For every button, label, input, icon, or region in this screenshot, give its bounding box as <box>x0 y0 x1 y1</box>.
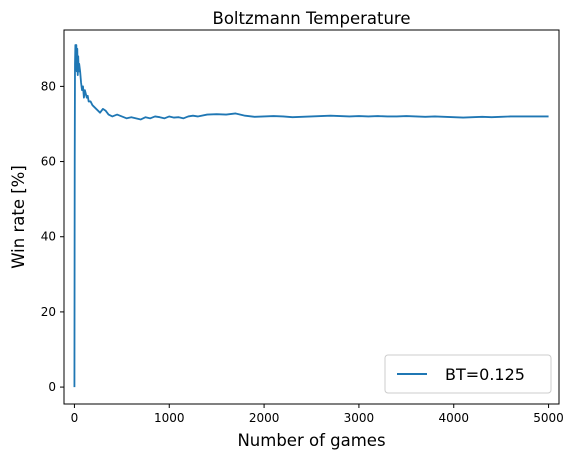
legend: BT=0.125 <box>384 354 552 394</box>
y-tick-label: 60 <box>41 155 56 169</box>
legend-label-bt-0-125: BT=0.125 <box>445 365 525 384</box>
series-layer <box>73 44 549 388</box>
y-tick-label: 40 <box>41 230 56 244</box>
chart-title: Boltzmann Temperature <box>213 9 411 28</box>
x-tick-label: 1000 <box>154 411 185 425</box>
x-axis-label: Number of games <box>237 431 385 450</box>
series-line-0 <box>73 44 549 388</box>
y-tick-label: 80 <box>41 79 56 93</box>
plot-frame <box>63 29 560 405</box>
x-tick-label: 3000 <box>344 411 375 425</box>
x-tick-label: 4000 <box>438 411 469 425</box>
x-tick-label: 0 <box>71 411 79 425</box>
x-axis-ticks: 0 1000 2000 3000 4000 5000 <box>71 404 564 425</box>
y-axis-ticks: 0 20 40 60 80 <box>41 79 64 394</box>
legend-box <box>384 354 552 394</box>
x-tick-label: 5000 <box>533 411 564 425</box>
y-tick-label: 0 <box>48 380 56 394</box>
y-tick-label: 20 <box>41 305 56 319</box>
plot-area: 0 1000 2000 3000 4000 5000 0 20 40 60 80 <box>41 29 564 425</box>
x-tick-label: 2000 <box>249 411 280 425</box>
y-axis-label: Win rate [%] <box>9 165 28 269</box>
